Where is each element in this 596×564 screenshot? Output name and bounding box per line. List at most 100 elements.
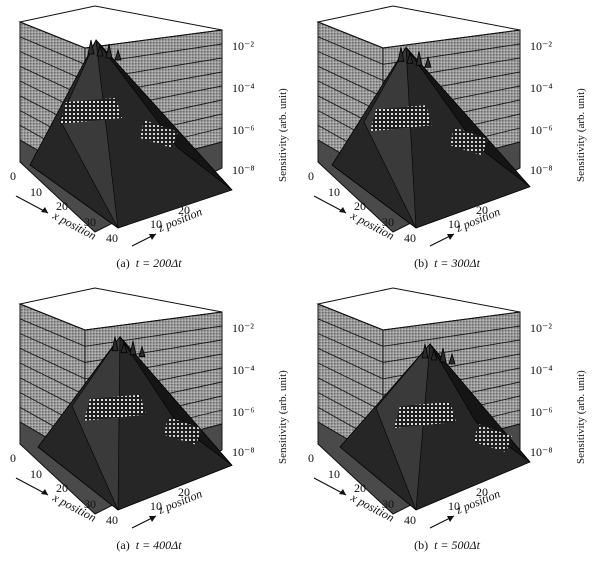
caption-t200: (a) t = 200Δt — [0, 256, 298, 271]
surface-spike — [138, 345, 146, 358]
y-tick-label: 10⁻² — [232, 39, 254, 53]
plot-panel-t500: 10⁻⁸ 10⁻⁶ 10⁻⁴ 10⁻² Sensitivity (arb. unit) 0… — [298, 282, 596, 564]
gridline — [317, 347, 521, 380]
x-axis-arrowhead — [41, 207, 48, 213]
y-tick-label: 10⁻⁶ — [530, 123, 553, 137]
y-tick-label: 10⁻⁸ — [530, 163, 553, 177]
caption-equation: t = 300Δt — [434, 256, 480, 270]
x-tick-label: 20 — [56, 199, 68, 213]
y-tick-label: 10⁻⁴ — [232, 363, 255, 377]
y-tick-label: 10⁻⁶ — [232, 405, 255, 419]
surface-left-face — [71, 335, 121, 511]
surface-spikes — [87, 39, 122, 61]
x-tick-label: 0 — [308, 169, 314, 183]
z-axis-arrowhead — [447, 516, 454, 522]
surface-mesh-band — [370, 105, 432, 132]
surface-spike — [87, 39, 95, 55]
x-tick-label: 30 — [382, 215, 394, 229]
gridline — [317, 362, 521, 396]
surface-spike — [430, 348, 438, 361]
plot-panel-t200: 10⁻⁸ 10⁻⁶ 10⁻⁴ 10⁻² Sensitivity (arb. unit) 0… — [0, 0, 298, 282]
surface-spikes — [421, 343, 456, 365]
z-tick-label: 20 — [178, 203, 190, 217]
caption-equation: t = 400Δt — [135, 538, 182, 552]
surface-mesh-band — [474, 424, 512, 452]
y-tick-label: 10⁻⁸ — [232, 445, 255, 459]
surface-spike — [421, 343, 429, 359]
x-tick-label: 0 — [308, 451, 314, 465]
surface-mesh-band — [60, 98, 122, 124]
surface-mesh-band — [394, 402, 456, 428]
gridline — [19, 333, 223, 363]
surface-spike — [415, 51, 423, 66]
caption-t500: (b) t = 500Δt — [298, 538, 596, 553]
x-tick-label: 40 — [404, 231, 416, 245]
surface-spike — [424, 55, 432, 68]
z-axis-arrowhead — [149, 234, 156, 240]
surface-mesh-band — [164, 416, 202, 445]
caption-t300: (b) t = 300Δt — [298, 256, 596, 271]
surface-spike — [448, 352, 456, 365]
y-axis-label: Sensitivity (arb. unit) — [575, 370, 587, 464]
gridline — [19, 318, 223, 347]
surface-spike — [406, 51, 414, 64]
plot-panel-t400: 10⁻⁸ 10⁻⁶ 10⁻⁴ 10⁻² Sensitivity (arb. unit) 0… — [0, 282, 298, 564]
surface-plot-t300: 10⁻⁸ 10⁻⁶ 10⁻⁴ 10⁻² Sensitivity (arb. unit) 0… — [308, 5, 587, 247]
z-tick-label: 20 — [476, 485, 488, 499]
x-tick-label: 0 — [10, 169, 16, 183]
x-tick-label: 40 — [106, 231, 118, 245]
surface-mesh-band — [450, 127, 488, 156]
surface-right-face — [119, 336, 233, 466]
z-tick-label: 10 — [448, 217, 460, 231]
x-tick-label: 40 — [404, 513, 416, 527]
z-axis-arrowhead — [447, 234, 454, 240]
x-tick-label: 10 — [328, 185, 340, 199]
z-tick-label: 10 — [150, 499, 162, 513]
z-tick-label: 20 — [178, 485, 190, 499]
x-tick-label: 10 — [328, 467, 340, 481]
y-tick-label: 10⁻⁴ — [530, 81, 553, 95]
y-tick-label: 10⁻² — [530, 39, 552, 53]
x-tick-label: 10 — [30, 467, 42, 481]
z-axis-arrowhead — [149, 516, 156, 522]
x-tick-label: 30 — [84, 497, 96, 511]
caption-equation: t = 500Δt — [434, 538, 480, 552]
surface-spike — [129, 340, 137, 356]
x-tick-label: 10 — [30, 185, 42, 199]
surface-spike — [439, 347, 447, 363]
y-axis-label: Sensitivity (arb. unit) — [277, 88, 289, 182]
z-tick-label: 10 — [150, 217, 162, 231]
y-tick-label: 10⁻² — [232, 321, 254, 335]
y-axis-label: Sensitivity (arb. unit) — [575, 88, 587, 182]
surface-spikes — [111, 336, 146, 358]
z-tick-label: 20 — [476, 203, 488, 217]
y-tick-label: 10⁻⁶ — [530, 405, 553, 419]
y-tick-label: 10⁻⁶ — [232, 123, 255, 137]
surface-spike — [114, 48, 122, 61]
surface-spike — [111, 336, 119, 352]
caption-tag: (b) — [414, 256, 429, 270]
y-tick-label: 10⁻⁴ — [232, 81, 255, 95]
caption-t400: (a) t = 400Δt — [0, 538, 298, 553]
surface-spikes — [397, 47, 432, 68]
x-tick-label: 20 — [354, 481, 366, 495]
surface-plot-t500: 10⁻⁸ 10⁻⁶ 10⁻⁴ 10⁻² Sensitivity (arb. unit) 0… — [308, 287, 587, 529]
y-tick-label: 10⁻⁴ — [530, 363, 553, 377]
caption-equation: t = 200Δt — [135, 256, 182, 270]
x-tick-label: 0 — [10, 451, 16, 465]
gridline — [317, 333, 521, 363]
x-tick-label: 20 — [354, 199, 366, 213]
x-tick-label: 40 — [106, 513, 118, 527]
surface-left-face — [59, 38, 119, 229]
surface-mesh-band — [140, 120, 178, 148]
caption-tag: (b) — [414, 538, 429, 552]
surface-left-face — [363, 46, 417, 229]
plot-panel-t300: 10⁻⁸ 10⁻⁶ 10⁻⁴ 10⁻² Sensitivity (arb. unit) 0… — [298, 0, 596, 282]
x-tick-label: 20 — [56, 481, 68, 495]
x-tick-label: 30 — [84, 215, 96, 229]
surface-spike — [105, 43, 113, 59]
y-axis-label: Sensitivity (arb. unit) — [277, 370, 289, 464]
gridline — [317, 36, 521, 65]
surface-spike — [120, 341, 128, 354]
